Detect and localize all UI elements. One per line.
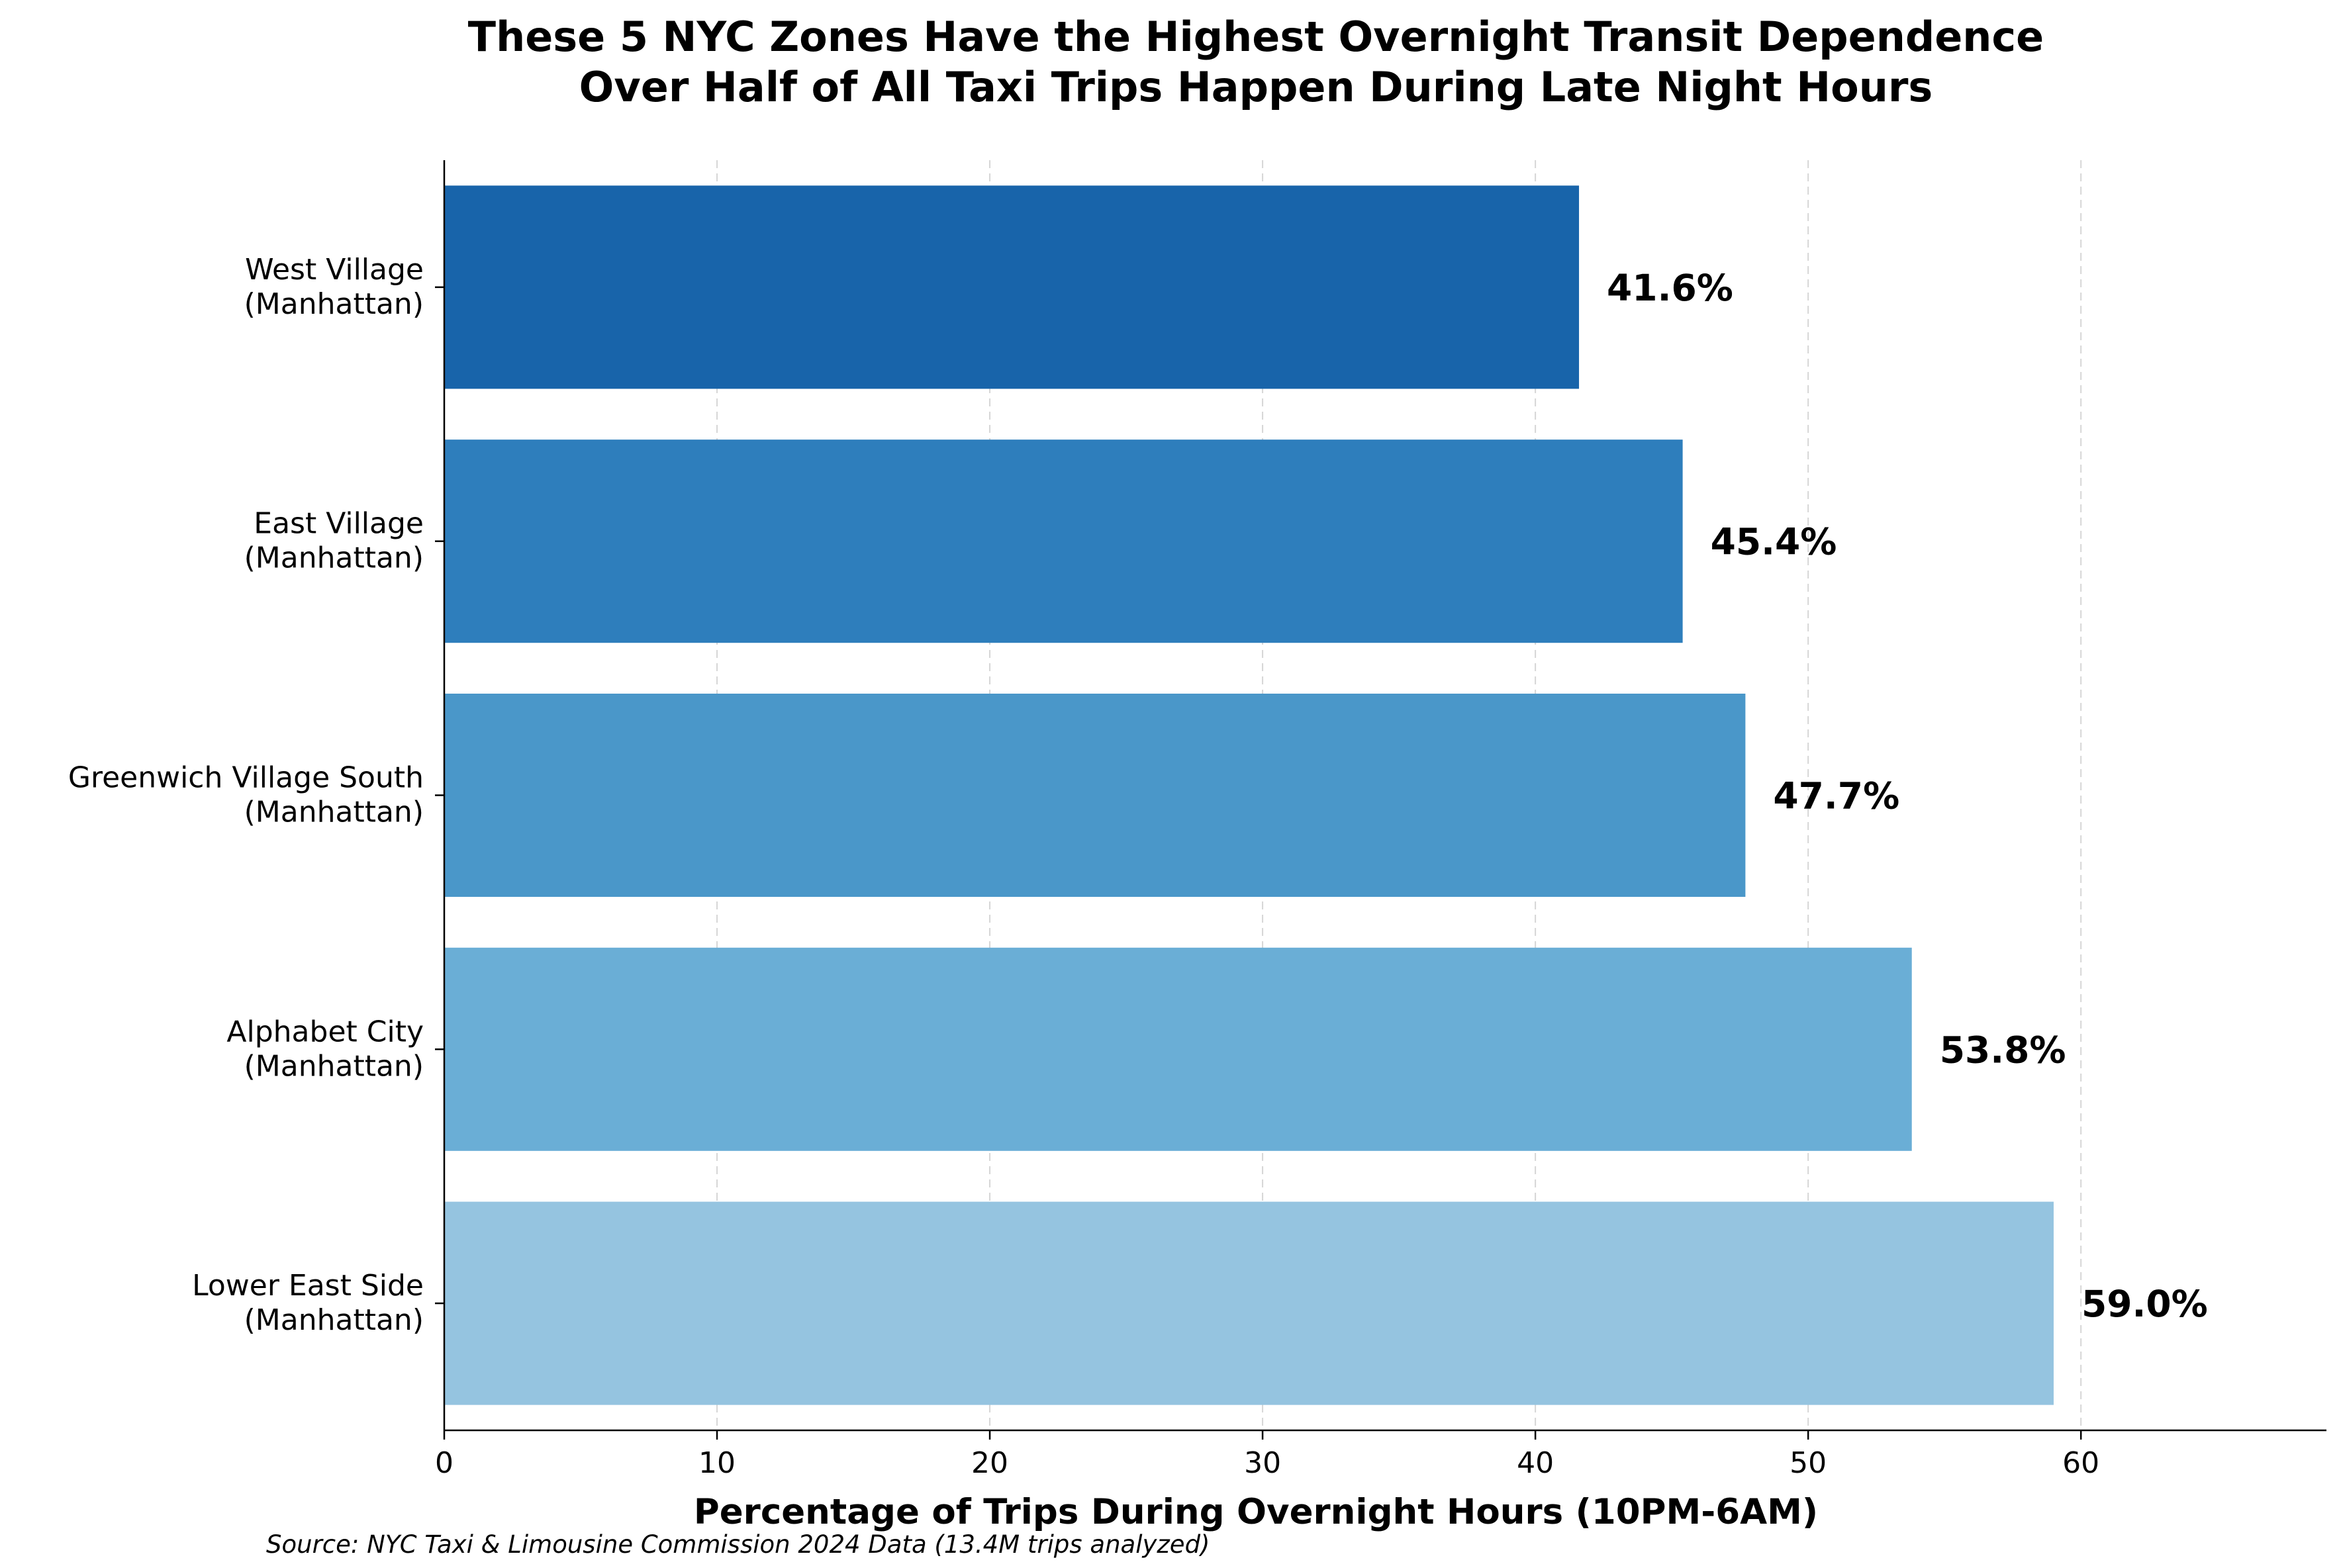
chart-title: These 5 NYC Zones Have the Highest Overn… <box>468 13 2044 61</box>
y-tick-label-2: Greenwich Village South (Manhattan) <box>68 761 424 829</box>
x-axis-label: Percentage of Trips During Overnight Hou… <box>694 1492 1818 1532</box>
y-tick-label-4: Lower East Side (Manhattan) <box>192 1269 424 1337</box>
y-tick-label-1: East Village (Manhattan) <box>244 507 424 575</box>
value-label-4: 59.0% <box>2081 1283 2208 1325</box>
axes: West Village (Manhattan) East Village (Manh… <box>68 160 2326 1480</box>
bar-2 <box>444 693 1746 898</box>
y-tick-label-3: Alphabet City (Manhattan) <box>226 1015 424 1083</box>
x-tick-label-6: 60 <box>2062 1446 2099 1480</box>
bar-4 <box>444 1201 2054 1405</box>
bar-series <box>444 185 2054 1405</box>
value-label-0: 41.6% <box>1607 267 1733 309</box>
x-tick-label-4: 40 <box>1517 1446 1554 1480</box>
source-note: Source: NYC Taxi & Limousine Commission … <box>266 1530 1210 1559</box>
x-tick-label-0: 0 <box>435 1446 454 1480</box>
x-tick-label-1: 10 <box>698 1446 736 1480</box>
chart-subtitle: Over Half of All Taxi Trips Happen Durin… <box>579 63 1933 111</box>
x-tick-label-3: 30 <box>1244 1446 1281 1480</box>
value-label-3: 53.8% <box>1940 1029 2066 1071</box>
value-label-1: 45.4% <box>1711 521 1837 563</box>
x-tick-label-5: 50 <box>1790 1446 1827 1480</box>
value-labels: 41.6% 45.4% 47.7% 53.8% 59.0% <box>1607 267 2208 1325</box>
value-label-2: 47.7% <box>1773 775 1899 817</box>
x-tick-label-2: 20 <box>971 1446 1008 1480</box>
bar-3 <box>444 947 1912 1151</box>
bar-1 <box>444 439 1683 643</box>
bar-0 <box>444 185 1580 389</box>
y-tick-label-0: West Village (Manhattan) <box>244 253 424 321</box>
